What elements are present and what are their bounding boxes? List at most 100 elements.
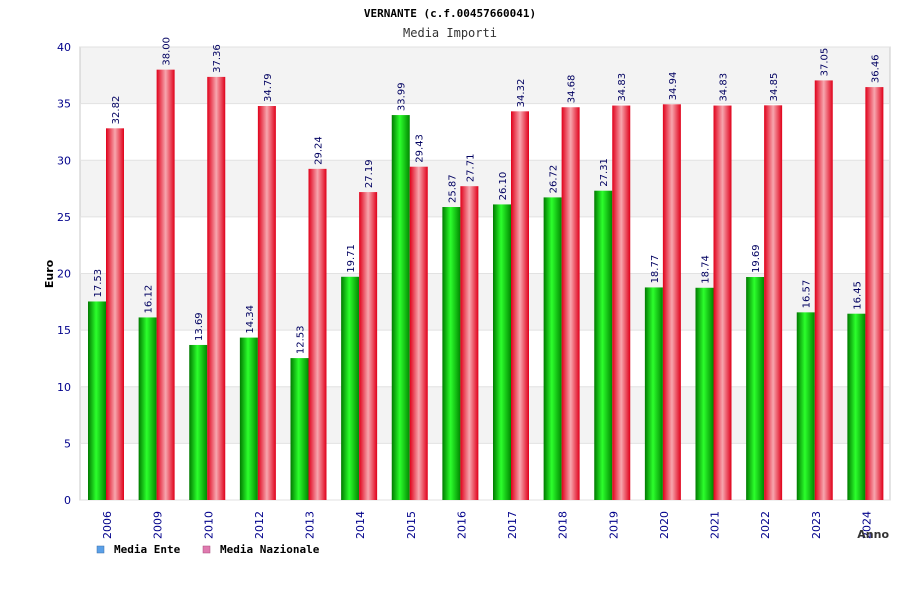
data-label: 34.68 [567, 75, 578, 104]
x-tick-label: 2019 [607, 511, 620, 539]
bar-media-nazionale [561, 107, 580, 501]
bar-media-ente [239, 337, 258, 500]
x-tick-label: 2024 [860, 511, 873, 539]
x-tick-label: 2021 [709, 511, 722, 539]
data-label: 34.79 [263, 73, 274, 102]
bar-media-nazionale [156, 69, 175, 501]
bar-media-nazionale [814, 80, 833, 500]
y-tick-label: 10 [57, 381, 71, 394]
data-label: 34.85 [769, 73, 780, 102]
bar-media-nazionale [764, 105, 783, 500]
bar-media-ente [442, 207, 461, 500]
y-tick-label: 5 [64, 437, 71, 450]
x-tick-label: 2014 [354, 511, 367, 539]
data-label: 27.31 [599, 158, 610, 187]
data-label: 34.83 [719, 73, 730, 102]
data-label: 26.10 [498, 172, 509, 201]
legend-label-media-ente: Media Ente [114, 543, 181, 556]
bar-media-nazionale [865, 87, 884, 500]
x-tick-label: 2018 [557, 511, 570, 539]
bar-media-ente [695, 287, 714, 500]
bar-media-ente [290, 358, 309, 500]
bar-media-nazionale [713, 105, 732, 501]
bar-media-nazionale [460, 186, 479, 500]
y-tick-label: 15 [57, 324, 71, 337]
data-label: 29.43 [415, 134, 426, 163]
data-label: 36.46 [870, 54, 881, 83]
legend: Media Ente Media Nazionale [96, 543, 320, 556]
y-tick-label: 30 [57, 154, 71, 167]
x-tick-label: 2013 [304, 511, 317, 539]
x-tick-label: 2012 [253, 511, 266, 539]
data-label: 16.12 [144, 285, 155, 314]
data-label: 38.00 [162, 37, 173, 66]
bar-media-ente [796, 312, 815, 500]
data-label: 19.71 [346, 244, 357, 273]
legend-swatch-media-ente [96, 545, 105, 554]
bar-media-ente [138, 317, 157, 500]
bar-media-ente [189, 344, 208, 500]
bar-media-ente [493, 204, 511, 501]
bar-media-nazionale [612, 105, 631, 501]
bar-media-ente [847, 313, 866, 500]
bar-media-ente [746, 277, 765, 500]
y-axis-ticks: 0 5 10 15 20 25 30 35 40 [57, 41, 71, 507]
data-label: 27.71 [465, 154, 476, 183]
bar-media-ente [341, 276, 360, 500]
data-label: 16.57 [802, 280, 813, 309]
data-label: 29.24 [314, 136, 325, 165]
data-label: 32.82 [111, 96, 122, 125]
bar-media-nazionale [511, 111, 529, 501]
y-tick-label: 25 [57, 211, 71, 224]
data-label: 33.99 [397, 82, 408, 111]
bar-media-ente [391, 115, 410, 501]
x-axis-ticks: 2006 2009 2010 2012 2013 2014 2015 2016 2017 2018… [101, 511, 873, 539]
bar-media-nazionale [106, 128, 124, 500]
chart-subtitle: Media Importi [403, 26, 497, 40]
bar-labels: 17.53 32.82 16.12 38.00 13.69 37.36 14.34 34.79… [93, 37, 881, 354]
bar-media-ente [543, 197, 562, 500]
data-label: 37.05 [820, 48, 831, 77]
data-label: 25.87 [447, 174, 458, 203]
data-label: 17.53 [93, 269, 104, 298]
data-label: 13.69 [194, 312, 205, 341]
data-label: 26.72 [549, 165, 560, 194]
data-label: 34.94 [668, 72, 679, 101]
bar-media-nazionale [257, 106, 276, 501]
data-label: 27.19 [364, 159, 375, 188]
bar-media-nazionale [359, 192, 378, 501]
y-tick-label: 40 [57, 41, 71, 54]
x-tick-label: 2023 [810, 511, 823, 539]
data-label: 19.69 [751, 244, 762, 273]
x-tick-label: 2022 [759, 511, 772, 539]
data-label: 37.36 [212, 44, 223, 73]
bar-media-nazionale [662, 104, 681, 500]
data-label: 16.45 [852, 281, 863, 310]
bars [88, 69, 884, 501]
chart-title: VERNANTE (c.f.00457660041) [364, 7, 536, 20]
data-label: 14.34 [245, 305, 256, 334]
bar-media-nazionale [308, 168, 327, 500]
y-tick-label: 35 [57, 98, 71, 111]
bar-media-ente [644, 287, 663, 500]
x-tick-label: 2015 [405, 511, 418, 539]
legend-swatch-media-nazionale [202, 545, 211, 554]
bar-media-nazionale [207, 76, 226, 500]
x-tick-label: 2016 [455, 511, 468, 539]
bar-media-ente [594, 190, 613, 501]
x-tick-label: 2010 [202, 511, 215, 539]
legend-label-media-nazionale: Media Nazionale [220, 543, 320, 556]
x-tick-label: 2017 [506, 511, 519, 539]
data-label: 12.53 [296, 325, 307, 354]
x-tick-label: 2009 [152, 511, 165, 539]
data-label: 34.83 [617, 73, 628, 102]
x-axis-label: Anno [857, 528, 889, 541]
data-label: 18.74 [701, 255, 712, 284]
x-tick-label: 2006 [101, 511, 114, 539]
data-label: 18.77 [650, 255, 661, 284]
y-axis-label: Euro [43, 259, 56, 288]
x-tick-label: 2020 [658, 511, 671, 539]
data-label: 34.32 [516, 79, 527, 108]
bar-media-ente [88, 301, 106, 500]
